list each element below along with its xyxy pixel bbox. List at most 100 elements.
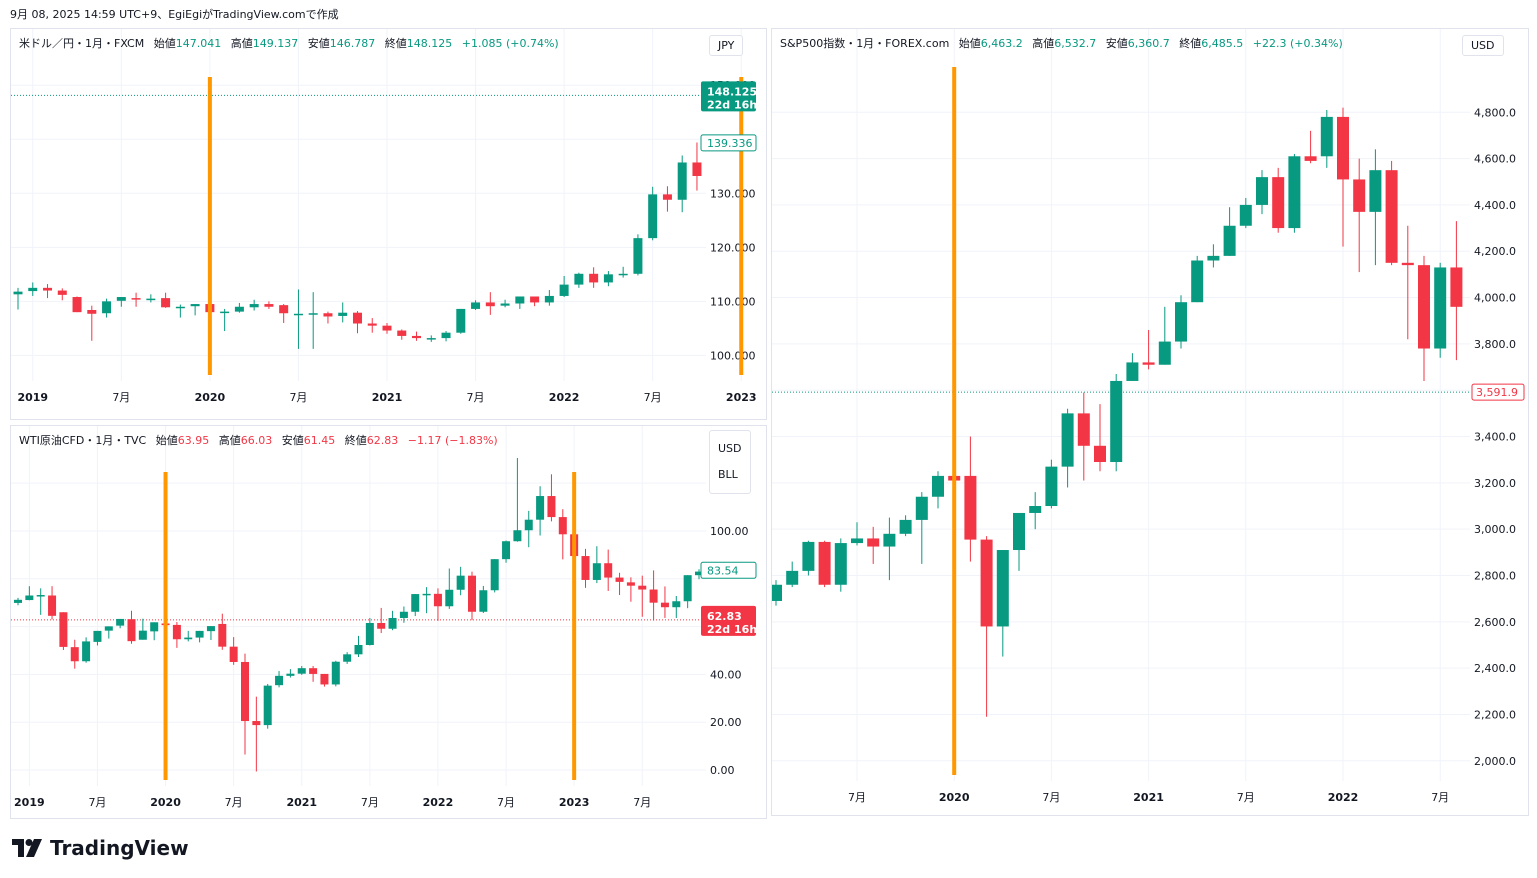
tradingview-logo-icon [12, 839, 42, 857]
tradingview-logo[interactable]: TradingView [12, 836, 189, 860]
y-tick-label: 2,600.0 [1474, 616, 1516, 629]
last-price-label: 62.83 [707, 610, 742, 623]
candle-body [127, 619, 136, 642]
x-tick-label: 2020 [150, 796, 181, 809]
candle-body [397, 330, 407, 336]
candle-body [1175, 302, 1187, 342]
y-tick-label: 4,200.0 [1474, 245, 1516, 258]
candle-body [1272, 177, 1285, 229]
candle-body [104, 626, 113, 631]
candle-body [249, 304, 259, 308]
candle-body [234, 306, 244, 312]
candle-body [343, 654, 352, 662]
candle-body [581, 556, 590, 580]
y-tick-label: 40.00 [710, 668, 742, 681]
brand-name: TradingView [50, 836, 189, 860]
x-tick-label: 7月 [497, 796, 515, 809]
candle-body [1191, 260, 1204, 303]
y-tick-label: 2,400.0 [1474, 662, 1516, 675]
candle-body [683, 575, 692, 602]
candle-body [1450, 267, 1463, 307]
candle-body [411, 594, 420, 612]
wti-legend: WTI原油CFD・1月・TVC 始値63.95 高値66.03 安値61.45 … [19, 434, 498, 447]
candle-body [354, 644, 363, 655]
candle-body [264, 304, 274, 307]
candle-body [536, 496, 545, 520]
candle-body [1418, 265, 1430, 349]
candle-body [184, 637, 193, 640]
candle-body [1142, 362, 1155, 365]
usdjpy-chart-svg[interactable]: 100.000110.000120.000130.000150.00020197… [11, 29, 766, 419]
annotation-vline [207, 77, 212, 375]
candle-body [1353, 179, 1366, 212]
x-tick-label: 2022 [1328, 791, 1359, 804]
candle-body [589, 273, 599, 283]
candle-body [297, 668, 306, 674]
usdjpy-chart-panel[interactable]: 100.000110.000120.000130.000150.00020197… [10, 28, 767, 420]
candle-body [1337, 116, 1349, 180]
countdown-label: 22d 16h [707, 623, 757, 636]
last-price-box [1471, 383, 1525, 401]
candle-body [48, 595, 57, 616]
price-marker-label: 83.54 [707, 564, 739, 577]
candle-body [72, 297, 82, 313]
candle-body [422, 593, 431, 596]
candle-body [220, 311, 230, 314]
candle-body [57, 290, 67, 295]
change-value: +1.085 (+0.74%) [461, 37, 559, 50]
x-tick-label: 7月 [467, 391, 485, 404]
candle-body [456, 308, 466, 333]
candle-body [309, 668, 318, 674]
candle-body [1029, 506, 1042, 513]
candle-body [441, 332, 451, 339]
candle-body [1126, 362, 1139, 381]
x-tick-label: 7月 [1431, 791, 1449, 804]
x-tick-label: 7月 [1042, 791, 1060, 804]
low-value: 146.787 [329, 37, 376, 50]
candle-body [36, 595, 45, 597]
x-tick-label: 2021 [1133, 791, 1164, 804]
price-marker-box [700, 561, 757, 579]
last-price-label: 148.125 [707, 85, 757, 98]
candle-body [25, 595, 34, 601]
candle-body [175, 306, 185, 309]
candle-body [445, 589, 454, 607]
y-tick-label: 2,000.0 [1474, 755, 1516, 768]
symbol-title: 米ドル／円・1月・FXCM [19, 37, 145, 50]
candle-body [172, 624, 181, 640]
candle-body [603, 274, 613, 283]
candle-body [513, 530, 522, 542]
wti-chart-panel[interactable]: 0.0020.0040.00100.00120.0020197月20207月20… [10, 425, 767, 819]
x-tick-label: 7月 [1237, 791, 1255, 804]
candle-body [649, 589, 658, 603]
currency-button[interactable]: USD [1462, 35, 1504, 56]
candle-body [365, 623, 374, 645]
candle-body [1223, 225, 1236, 256]
y-tick-label: 20.00 [710, 716, 742, 729]
x-tick-label: 7月 [848, 791, 866, 804]
candle-body [638, 585, 647, 590]
candle-body [320, 673, 329, 685]
candle-body [604, 563, 613, 578]
candle-body [456, 575, 465, 590]
wti-chart-svg[interactable]: 0.0020.0040.00100.00120.0020197月20207月20… [11, 426, 766, 818]
candle-body [615, 577, 624, 582]
candle-body [772, 584, 782, 601]
y-tick-label: 100.00 [710, 525, 749, 538]
candle-body [367, 323, 377, 326]
y-tick-label: 0.00 [710, 764, 735, 777]
candle-body [834, 543, 847, 585]
candle-body [14, 599, 22, 603]
candle-body [1045, 466, 1058, 507]
candle-body [331, 661, 340, 685]
candle-body [1385, 170, 1398, 263]
x-tick-label: 2020 [195, 391, 226, 404]
sp500-chart-svg[interactable]: 2,000.0 2,200.0 2,400.0 2,600.0 2,800.0 3,000… [772, 29, 1528, 815]
sp500-chart-panel[interactable]: 2,000.0 2,200.0 2,400.0 2,600.0 2,800.0 3,000… [771, 28, 1529, 816]
candle-body [1320, 116, 1333, 157]
countdown-label: 22d 16h [707, 98, 757, 111]
x-tick-label: 2019 [14, 796, 45, 809]
candle-body [786, 570, 799, 585]
currency-button[interactable]: JPY [709, 35, 744, 56]
currency-button[interactable]: USD BLL [709, 430, 751, 494]
